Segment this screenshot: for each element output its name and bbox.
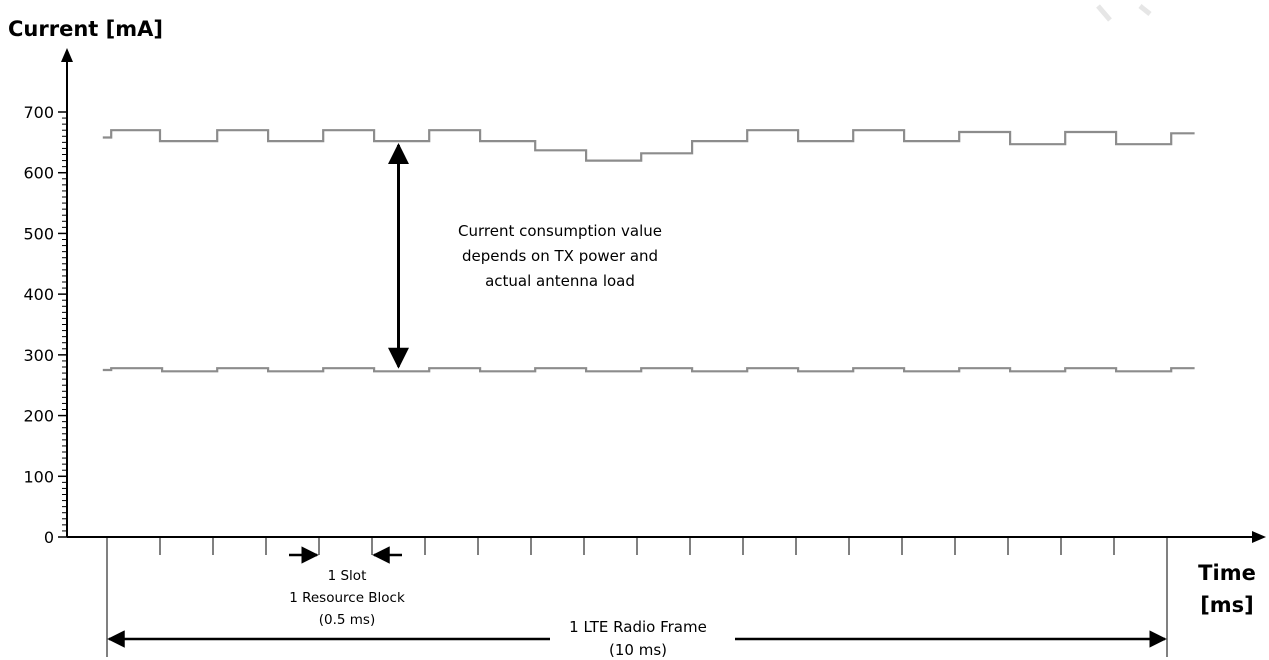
range-text-line1: Current consumption value (458, 222, 662, 240)
y-axis-arrowhead (61, 48, 73, 62)
y-tick-label: 700 (23, 103, 54, 122)
y-ticks: 0 100 200 300 400 500 600 700 (23, 103, 67, 547)
axes (61, 48, 1266, 543)
corner-watermark (1096, 4, 1152, 22)
x-axis-title-line1: Time (1198, 561, 1256, 585)
range-text-line3: actual antenna load (485, 272, 635, 290)
series-line-1 (102, 367, 1195, 373)
series-group (102, 129, 1195, 373)
slot-text-line1: 1 Slot (328, 568, 367, 584)
x-axis-title-line2: [ms] (1200, 593, 1254, 617)
frame-text-line1: 1 LTE Radio Frame (569, 618, 707, 636)
y-axis-title: Current [mA] (8, 17, 163, 41)
range-text-line2: depends on TX power and (462, 247, 658, 265)
x-axis-arrowhead (1252, 531, 1266, 543)
y-tick-label: 500 (23, 224, 54, 243)
x-slot-ticks (106, 537, 1168, 555)
slot-text-line3: (0.5 ms) (319, 612, 375, 628)
series-line-0 (102, 129, 1195, 162)
y-tick-label: 400 (23, 285, 54, 304)
y-tick-label: 600 (23, 164, 54, 183)
y-tick-label: 0 (44, 528, 54, 547)
y-tick-label: 300 (23, 346, 54, 365)
y-tick-label: 100 (23, 467, 54, 486)
frame-text-line2: (10 ms) (609, 641, 667, 659)
y-tick-label: 200 (23, 407, 54, 426)
slot-text-line2: 1 Resource Block (289, 590, 405, 606)
